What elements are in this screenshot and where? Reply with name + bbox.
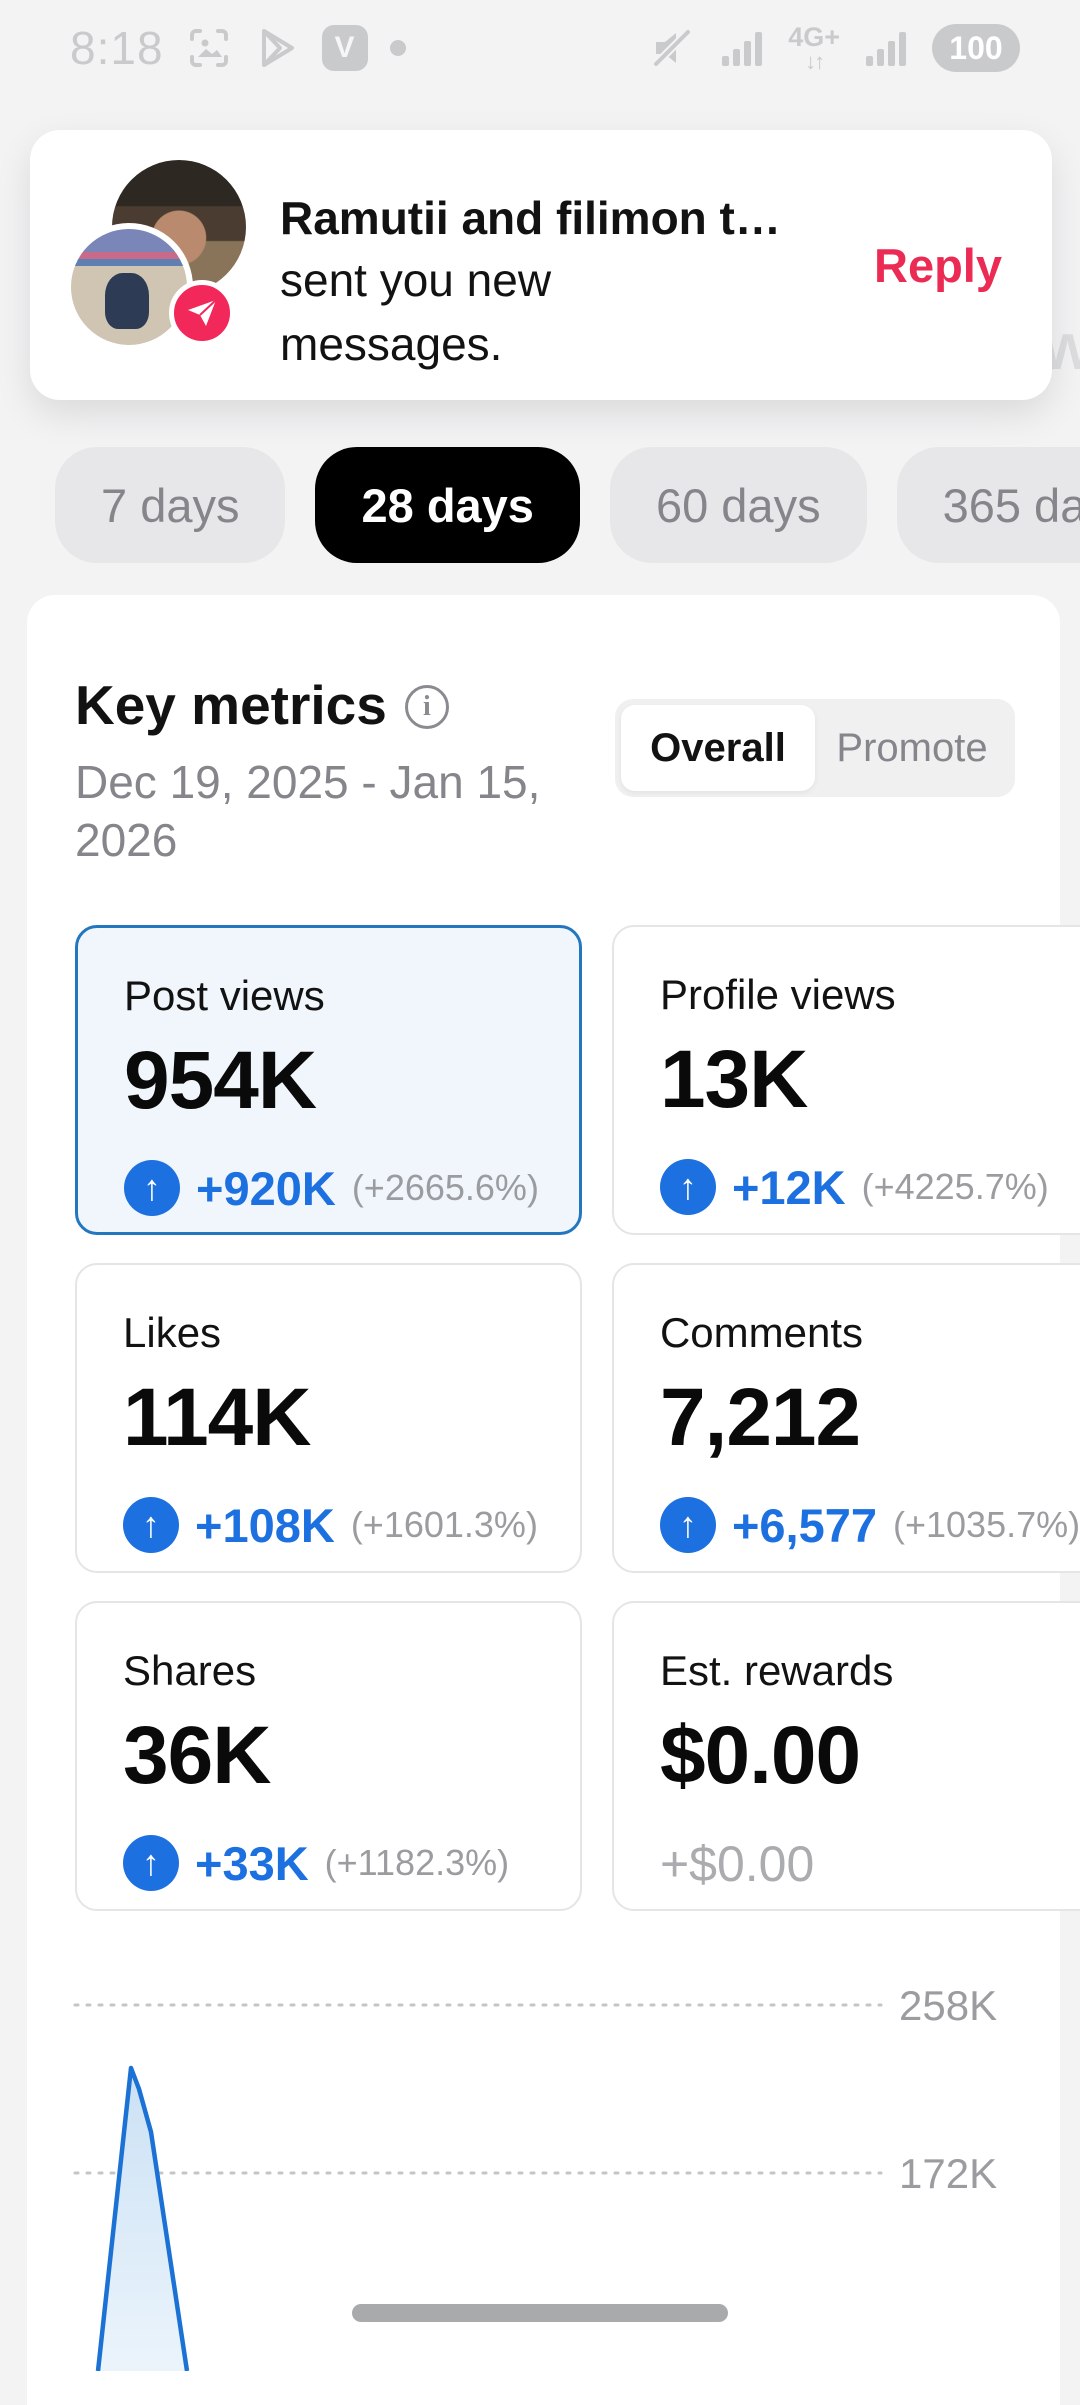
date-range: Dec 19, 2025 - Jan 15, 2026 (75, 756, 541, 866)
metric-label: Comments (659, 1309, 863, 1356)
v-app-icon: V (321, 25, 368, 71)
clock: 8:18 (70, 22, 164, 74)
notification-dot (389, 40, 406, 56)
metric-value: 7,212 (659, 1372, 861, 1463)
arrow-up-icon: ↑ (124, 1160, 180, 1216)
arrow-up-icon: ↑ (659, 1497, 716, 1553)
tab-60-days[interactable]: 60 days (609, 447, 867, 563)
metric-label: Likes (123, 1309, 222, 1356)
metric-value: $0.00 (659, 1710, 861, 1801)
metric-value: 114K (123, 1372, 312, 1463)
metric-delta-percent: (+2665.6%) (351, 1167, 539, 1208)
arrow-up-icon: ↑ (123, 1835, 179, 1891)
screenshot-icon (186, 25, 232, 71)
battery-indicator: 100 (932, 24, 1020, 72)
signal-icon (718, 24, 766, 72)
battery-level: 100 (949, 29, 1003, 66)
toggle-promote[interactable]: Promote (836, 725, 988, 770)
signal-icon (862, 24, 910, 72)
key-metrics-panel: Key metrics i Dec 19, 2025 - Jan 15, 202… (27, 595, 1080, 2405)
metric-delta: +$0.00 (659, 1836, 815, 1892)
card-profile-views[interactable]: Profile views 13K ↑ +12K (+4225.7%) (611, 925, 1080, 1235)
message-notification-banner[interactable]: Ramutii and filimon t… sent you new mess… (30, 130, 1052, 400)
metric-value: 36K (123, 1710, 271, 1801)
y-tick-172k: 172K (899, 2150, 997, 2197)
metric-label: Post views (124, 972, 325, 1019)
reply-button[interactable]: Reply (874, 238, 1002, 292)
play-store-icon (254, 25, 300, 71)
paper-plane-icon (169, 280, 235, 346)
metric-value: 954K (124, 1035, 317, 1126)
metric-delta: +12K (731, 1160, 846, 1214)
tab-365-days[interactable]: 365 days (896, 447, 1080, 563)
card-post-views[interactable]: Post views 954K ↑ +920K (+2665.6%) (75, 925, 582, 1235)
overall-promote-toggle: Overall Promote (615, 699, 1015, 797)
metric-delta: +920K (196, 1161, 336, 1215)
period-tabs: 7 days 28 days 60 days 365 days (55, 447, 1080, 563)
avatar-cluster (30, 130, 280, 400)
metric-value: 13K (659, 1034, 808, 1125)
notification-body: sent you new messages. (280, 254, 552, 370)
metric-cards-grid: Post views 954K ↑ +920K (+2665.6%) Profi… (75, 925, 1080, 1911)
metric-delta-percent: (+4225.7%) (861, 1166, 1049, 1207)
4g-plus-icon: 4G+ ↓↑ (788, 21, 840, 74)
arrow-up-icon: ↑ (659, 1159, 716, 1215)
chart-line (95, 2065, 190, 2372)
post-views-trend-chart: 258K 172K (27, 1941, 1060, 2376)
metric-delta-percent: (+1182.3%) (324, 1842, 510, 1883)
metric-label: Profile views (659, 971, 896, 1018)
toggle-overall[interactable]: Overall (621, 705, 815, 791)
notification-title: Ramutii and filimon t… (280, 192, 781, 244)
metric-label: Est. rewards (659, 1647, 894, 1694)
metric-delta-percent: (+1601.3%) (350, 1504, 538, 1545)
status-bar: 8:18 V (0, 0, 1080, 96)
metric-delta: +108K (195, 1498, 335, 1552)
info-icon[interactable]: i (404, 685, 449, 729)
avatar (65, 223, 193, 351)
chart-area-fill (98, 2068, 187, 2371)
tab-28-days[interactable]: 28 days (315, 447, 580, 563)
y-tick-258k: 258K (899, 1982, 997, 2029)
metric-delta-percent: (+1035.7%) (893, 1504, 1080, 1545)
card-likes[interactable]: Likes 114K ↑ +108K (+1601.3%) (75, 1263, 582, 1573)
home-indicator-handle[interactable] (352, 2304, 728, 2322)
arrow-up-icon: ↑ (123, 1497, 179, 1553)
key-metrics-header: Key metrics i Dec 19, 2025 - Jan 15, 202… (75, 673, 1015, 869)
page-title: Key metrics (75, 674, 387, 736)
card-comments[interactable]: Comments 7,212 ↑ +6,577 (+1035.7%) (611, 1263, 1080, 1573)
metric-delta: +33K (195, 1836, 309, 1890)
metric-delta: +6,577 (731, 1498, 877, 1552)
mute-icon (648, 24, 696, 72)
tab-7-days[interactable]: 7 days (55, 447, 286, 563)
metric-label: Shares (123, 1647, 257, 1694)
card-est-rewards[interactable]: Est. rewards $0.00 +$0.00 (611, 1601, 1080, 1911)
card-shares[interactable]: Shares 36K ↑ +33K (+1182.3%) (75, 1601, 582, 1911)
